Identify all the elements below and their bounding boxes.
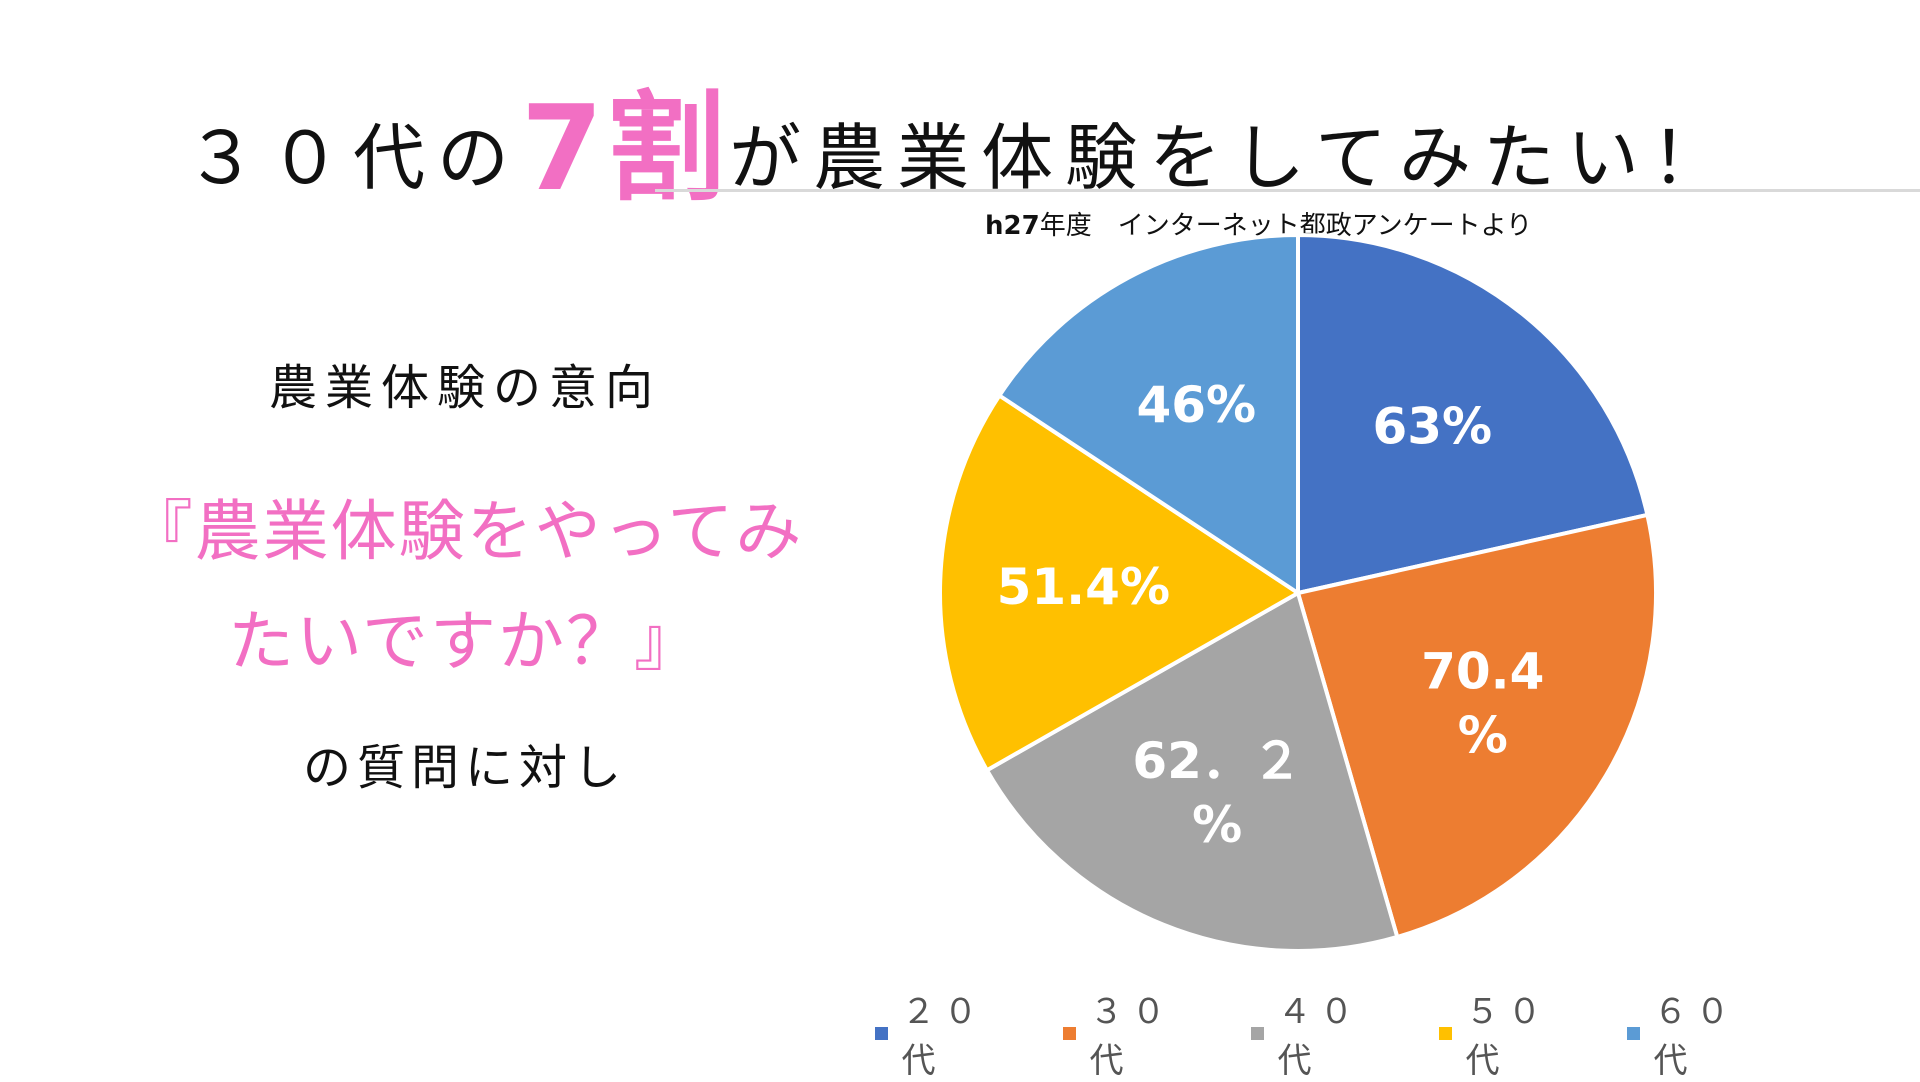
question-line-2: たいですか？』 (227, 603, 703, 680)
headline-part1: ３０代の (185, 116, 522, 200)
headline: ３０代の7割が農業体験をしてみたい！ (0, 52, 1920, 223)
legend-item-30s: ３０代 (1063, 984, 1211, 1082)
legend: ２０代 ３０代 ４０代 ５０代 ６０代 (875, 992, 1775, 1081)
legend-swatch-50s (1439, 1026, 1452, 1040)
pie-slice-30s (1295, 512, 1658, 940)
pie-slice-50s (938, 392, 1302, 773)
legend-label-30s: ３０代 (1089, 992, 1174, 1081)
legend-item-50s: ５０代 (1439, 984, 1587, 1082)
slice-label-20s: 63% (1372, 397, 1492, 455)
legend-item-20s: ２０代 (875, 984, 1023, 1082)
pie-slice-20s (1296, 232, 1650, 596)
legend-item-60s: ６０代 (1627, 984, 1775, 1082)
legend-label-40s: ４０代 (1277, 992, 1362, 1081)
legend-label-50s: ５０代 (1465, 992, 1550, 1081)
slice-label-30s: 70.4% (1421, 643, 1544, 765)
legend-swatch-40s (1251, 1026, 1264, 1040)
pie-chart: 63% 70.4 % 62．２% 51.4% 46% (938, 232, 1658, 953)
source-year: h27 (985, 211, 1040, 241)
slice-label-60s: 46% (1136, 376, 1256, 434)
legend-label-60s: ６０代 (1653, 992, 1738, 1081)
question-line-1: 『農業体験をやってみ (126, 493, 804, 570)
left-heading: 農業体験の意向 (268, 360, 661, 416)
pie-slice-40s (984, 590, 1400, 953)
left-footer: の質問に対し (302, 740, 627, 796)
legend-swatch-20s (875, 1026, 888, 1040)
divider (655, 189, 1920, 192)
legend-label-20s: ２０代 (901, 992, 986, 1081)
headline-emphasis: 7割 (521, 79, 730, 217)
headline-part2: が農業体験をしてみたい！ (729, 116, 1735, 200)
slice-label-40s: 62．２% (1132, 732, 1302, 854)
slice-label-50s: 51.4% (997, 558, 1170, 616)
legend-swatch-30s (1063, 1026, 1076, 1040)
legend-swatch-60s (1627, 1026, 1640, 1040)
pie-slice-60s (996, 232, 1300, 597)
legend-item-40s: ４０代 (1251, 984, 1399, 1082)
